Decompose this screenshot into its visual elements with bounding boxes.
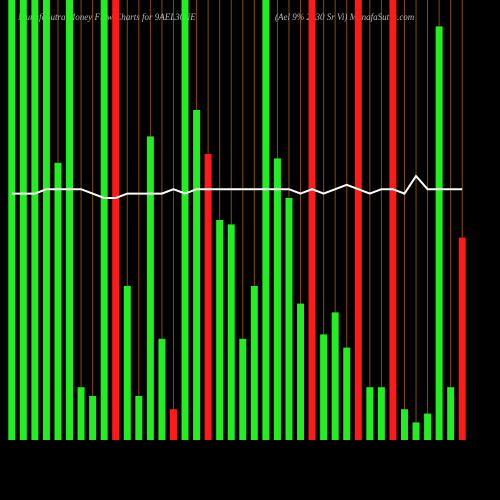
trend-line — [11, 174, 463, 199]
bar — [400, 409, 408, 440]
bar — [193, 110, 201, 440]
bar — [42, 0, 50, 440]
bar — [285, 198, 293, 440]
bar — [89, 396, 97, 440]
bar — [331, 312, 339, 440]
bar — [66, 0, 74, 440]
bar — [204, 154, 212, 440]
bar — [227, 224, 235, 440]
bar — [354, 0, 362, 440]
bar — [54, 162, 62, 441]
bar — [389, 0, 397, 440]
bar — [31, 0, 39, 440]
bar — [8, 0, 16, 440]
bar — [435, 26, 443, 441]
bar — [458, 237, 466, 440]
bar — [19, 0, 27, 440]
bar — [273, 158, 281, 440]
bar — [239, 338, 247, 440]
bar — [424, 413, 432, 440]
bar — [412, 422, 420, 440]
bar — [320, 334, 328, 440]
bar — [343, 347, 351, 440]
bar — [366, 387, 374, 440]
chart-subtitle: (Ael 9% 2030 Sr Vi) MunafaSutra.com — [275, 12, 415, 22]
bar — [100, 0, 108, 440]
bar — [447, 387, 455, 440]
bar — [146, 136, 154, 440]
bar — [308, 0, 316, 440]
bar — [181, 0, 189, 440]
bar — [135, 396, 143, 440]
bar — [250, 286, 258, 440]
bar — [123, 286, 131, 440]
bar — [377, 387, 385, 440]
bar — [112, 0, 120, 440]
bar — [262, 0, 270, 440]
bar — [216, 220, 224, 440]
bar — [158, 338, 166, 440]
bar — [297, 303, 305, 440]
bar — [77, 387, 85, 440]
bar — [169, 409, 177, 440]
